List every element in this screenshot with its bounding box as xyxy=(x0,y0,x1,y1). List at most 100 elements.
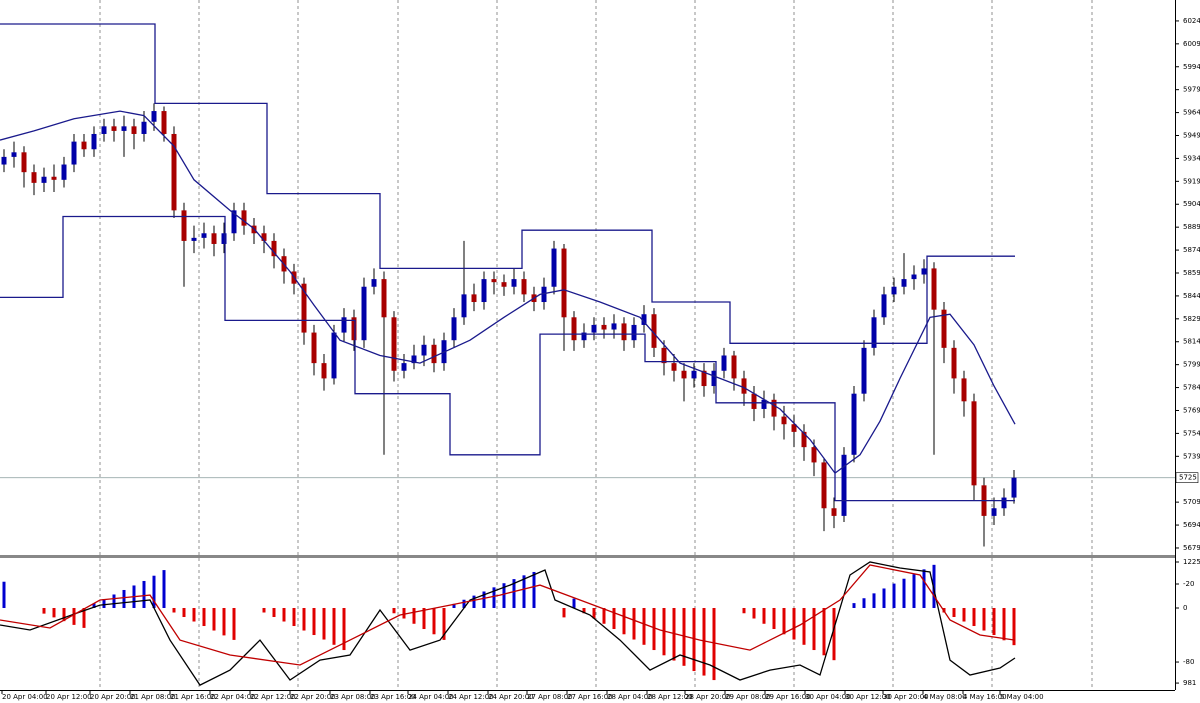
candle-body xyxy=(501,282,507,287)
histogram-bar xyxy=(452,603,456,608)
candle-body xyxy=(1011,477,1017,498)
candle-body xyxy=(211,233,217,244)
candle-body xyxy=(471,294,477,303)
y-tick-label: 5949 xyxy=(1183,132,1200,140)
histogram-bar xyxy=(462,599,466,608)
y-tick-label: 5844 xyxy=(1183,292,1200,300)
candle-body xyxy=(11,152,17,157)
candle-body xyxy=(321,363,327,379)
y-tick-label: -80 xyxy=(1183,658,1194,666)
candle-body xyxy=(371,279,377,287)
candle-body xyxy=(821,462,827,509)
y-tick-label: 5979 xyxy=(1183,86,1200,94)
candle-body xyxy=(151,111,157,122)
candle-body xyxy=(401,363,407,371)
indicator-line xyxy=(0,23,1015,344)
candle-body xyxy=(701,370,707,387)
histogram-bar xyxy=(282,607,286,622)
x-tick-label: 23 Apr 08:00 xyxy=(330,693,376,701)
histogram-bar xyxy=(812,607,816,651)
x-tick-label: 20 Apr 04:00 xyxy=(2,693,48,701)
y-tick-label: 5964 xyxy=(1183,109,1200,117)
candle-body xyxy=(21,152,27,173)
y-tick-label: 5694 xyxy=(1183,521,1200,529)
candle-body xyxy=(621,323,627,341)
histogram-bar xyxy=(122,589,126,608)
candle-body xyxy=(691,370,697,379)
histogram-bar xyxy=(2,581,6,608)
candle-body xyxy=(651,314,657,348)
histogram-bar xyxy=(692,607,696,672)
candle-body xyxy=(711,370,717,387)
candle-body xyxy=(791,424,797,432)
candle-body xyxy=(481,279,487,303)
candle-body xyxy=(511,279,517,287)
histogram-bar xyxy=(892,583,896,608)
candle-body xyxy=(751,393,757,409)
axis-layer: 6024 6009 5994 5979 5964 5949 5934 5919 5904 5889… xyxy=(1,17,1200,701)
candle-body xyxy=(41,176,47,183)
histogram-bar xyxy=(652,607,656,651)
y-tick-label: 981 xyxy=(1183,679,1196,687)
candle-body xyxy=(491,279,497,283)
histogram-bar xyxy=(302,607,306,631)
candle-body xyxy=(301,283,307,333)
histogram-bar xyxy=(772,607,776,630)
indicator-line xyxy=(0,215,1015,502)
y-tick-label: -20 xyxy=(1183,580,1194,588)
histogram-bar xyxy=(172,607,176,613)
candle-body xyxy=(341,317,347,333)
x-tick-label: 27 Apr 08:00 xyxy=(527,693,573,701)
histogram-bar xyxy=(92,603,96,608)
histogram-bar xyxy=(852,603,856,608)
x-tick-label: 21 Apr 16:00 xyxy=(170,693,216,701)
histogram-bar xyxy=(422,607,426,630)
histogram-bar xyxy=(342,607,346,651)
histogram-bar xyxy=(212,607,216,631)
histogram-bar xyxy=(612,607,616,630)
y-tick-label: 6024 xyxy=(1183,17,1200,25)
candle-body xyxy=(601,324,607,330)
histogram-bar xyxy=(902,578,906,608)
candle-body xyxy=(921,268,927,275)
candle-body xyxy=(771,399,777,417)
y-tick-label: 5904 xyxy=(1183,200,1200,208)
histogram-bar xyxy=(182,607,186,618)
histogram-bar xyxy=(152,575,156,608)
histogram-bar xyxy=(962,607,966,622)
candle-body xyxy=(951,347,957,379)
candle-body xyxy=(991,508,997,516)
histogram-bar xyxy=(992,607,996,636)
candle-body xyxy=(1001,497,1007,509)
candle-body xyxy=(571,317,577,341)
candle-body xyxy=(351,317,357,341)
y-tick-label: 5829 xyxy=(1183,315,1200,323)
candle-body xyxy=(311,332,317,364)
candle-body xyxy=(51,176,57,180)
x-tick-label: 4 May 08:00 xyxy=(923,693,967,701)
histogram-bar xyxy=(1012,607,1016,646)
histogram-bar xyxy=(952,607,956,618)
candle-body xyxy=(891,286,897,295)
y-tick-label: 5889 xyxy=(1183,223,1200,231)
histogram-bar xyxy=(822,607,826,656)
histogram-bar xyxy=(872,593,876,608)
histogram-bar xyxy=(862,598,866,608)
histogram-bar xyxy=(402,607,406,619)
candle-body xyxy=(451,317,457,341)
candle-body xyxy=(101,126,107,134)
candle-body xyxy=(141,121,147,134)
candle-body xyxy=(641,314,647,325)
histogram-bar xyxy=(712,607,716,681)
x-tick-label: 21 Apr 08:00 xyxy=(130,693,176,701)
histogram-bar xyxy=(232,607,236,640)
histogram-bar xyxy=(622,607,626,635)
x-tick-label: 22 Apr 20:00 xyxy=(290,693,336,701)
candle-body xyxy=(671,363,677,371)
candle-body xyxy=(781,416,787,425)
candle-body xyxy=(841,454,847,516)
x-tick-label: 24 Apr 12:00 xyxy=(448,693,494,701)
y-tick-label: 5934 xyxy=(1183,154,1200,162)
histogram-bar xyxy=(52,607,56,618)
candle-body xyxy=(901,279,907,287)
